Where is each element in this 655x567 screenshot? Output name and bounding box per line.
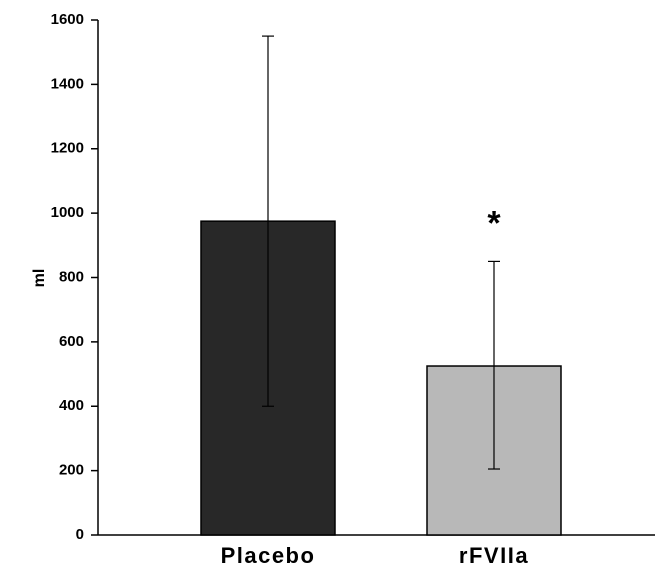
- axes: [97, 20, 655, 536]
- error-bars: [262, 35, 500, 470]
- x-tick-label: rFVIIa: [459, 543, 529, 567]
- y-tick-label: 0: [76, 526, 84, 543]
- x-tick-label: Placebo: [221, 543, 316, 567]
- x-labels: Placebo rFVIIa: [221, 543, 529, 567]
- y-tick-label: 200: [59, 462, 84, 479]
- y-tick-label: 1400: [51, 75, 84, 92]
- bars: [200, 220, 562, 536]
- significance-marker: *: [487, 204, 501, 242]
- y-tick-label: 1200: [51, 140, 84, 157]
- y-ticks: 0 200 400 600 800 1000 1200 1400 1600: [51, 11, 98, 543]
- y-axis-title: ml: [31, 269, 48, 288]
- y-tick-label: 800: [59, 268, 84, 285]
- y-tick-label: 1000: [51, 204, 84, 221]
- y-tick-label: 1600: [51, 11, 84, 28]
- y-tick-label: 400: [59, 397, 84, 414]
- y-tick-label: 600: [59, 333, 84, 350]
